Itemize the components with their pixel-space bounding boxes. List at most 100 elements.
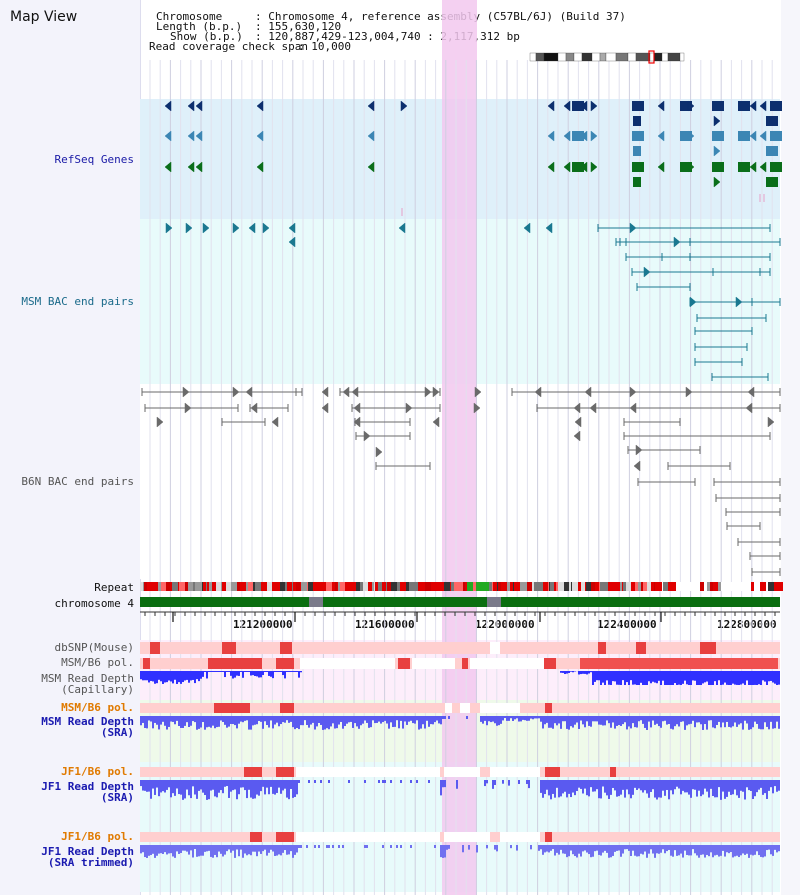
msm-sra-depth-bar xyxy=(756,716,758,724)
jf1-trimmed-depth-bar xyxy=(772,845,774,856)
msm-sra-depth-bar xyxy=(286,716,288,721)
repeat-element xyxy=(540,582,543,591)
jf1-sra-depth-bar xyxy=(158,780,160,797)
jf1-sra-depth-bar xyxy=(384,780,386,783)
msm-sra-depth-bar xyxy=(400,716,402,721)
msm-sra-depth-bar xyxy=(360,716,362,726)
jf1-b6-pol-sra-strip-hotspot xyxy=(276,767,294,777)
msm-sra-depth-bar xyxy=(584,716,586,728)
repeat-element xyxy=(166,582,170,591)
b6n-bac-end-pairs-label[interactable]: B6N BAC end pairs xyxy=(21,475,134,488)
msm-sra-depth-bar xyxy=(376,716,378,723)
msm-read-depth-capillary-label[interactable]: MSM Read Depth (Capillary) xyxy=(41,672,134,696)
jf1-sra-depth-bar xyxy=(298,780,300,783)
jf1-sra-depth-bar xyxy=(696,780,698,797)
repeat-element xyxy=(435,582,440,591)
refseq-gene xyxy=(657,161,665,173)
msm-sra-depth-bar xyxy=(600,716,602,725)
jf1-trimmed-depth-bar xyxy=(646,845,648,858)
jf1-trimmed-depth-bar xyxy=(568,845,570,857)
msm-sra-depth-bar xyxy=(382,716,384,723)
msm-sra-depth-bar xyxy=(406,716,408,725)
jf1-sra-depth-bar xyxy=(540,780,542,793)
msm-b6-pol-cap-strip-hotspot xyxy=(276,658,294,669)
msm-sra-depth-bar xyxy=(422,716,424,725)
msm-capillary-depth-bar xyxy=(740,671,742,685)
jf1-trimmed-depth-bar xyxy=(264,845,266,850)
msm-read-depth-sra-label[interactable]: MSM Read Depth (SRA) xyxy=(41,715,134,739)
refseq-gene xyxy=(749,100,757,112)
msm-sra-depth-bar xyxy=(748,716,750,730)
repeat-element xyxy=(158,582,161,591)
repeat-element xyxy=(729,582,734,591)
jf1-trimmed-depth-bar xyxy=(562,845,564,854)
msm-sra-depth-bar xyxy=(730,716,732,728)
jf1-b6-pol-sra-label[interactable]: JF1/B6 pol. xyxy=(61,765,134,778)
msm-capillary-depth-bar xyxy=(268,671,270,676)
msm-capillary-depth-bar xyxy=(594,671,596,682)
msm-capillary-depth-bar xyxy=(202,671,204,677)
jf1-trimmed-depth-bar xyxy=(616,845,618,851)
ideogram-position-marker xyxy=(648,50,655,64)
repeat-element xyxy=(476,582,478,591)
msm-b6-pol-cap-strip-hotspot xyxy=(398,658,410,669)
jf1-trimmed-depth-bar xyxy=(212,845,214,858)
jf1-trimmed-depth-bar xyxy=(736,845,738,856)
msm-sra-depth-bar xyxy=(368,716,370,728)
jf1-trimmed-depth-bar xyxy=(680,845,682,854)
jf1-sra-depth-bar xyxy=(234,780,236,790)
jf1-trimmed-depth-bar xyxy=(280,845,282,856)
msm-sra-depth-bar xyxy=(346,716,348,724)
msm-capillary-depth-bar xyxy=(250,671,252,676)
msm-capillary-depth-bar xyxy=(650,671,652,684)
jf1-trimmed-depth-bar xyxy=(244,845,246,854)
msm-capillary-depth-bar xyxy=(152,671,154,682)
jf1-trimmed-depth-bar xyxy=(726,845,728,853)
jf1-sra-depth-bar xyxy=(558,780,560,798)
refseq-gene xyxy=(187,130,195,142)
jf1-sra-depth-bar xyxy=(210,780,212,791)
jf1-read-depth-trimmed-label[interactable]: JF1 Read Depth (SRA trimmed) xyxy=(41,845,134,869)
msm-bac-end-pairs-label[interactable]: MSM BAC end pairs xyxy=(21,295,134,308)
ideogram-band xyxy=(573,52,583,62)
refseq-genes-label[interactable]: RefSeq Genes xyxy=(54,153,134,166)
dbsnp-label[interactable]: dbSNP(Mouse) xyxy=(54,641,134,654)
jf1-trimmed-depth-bar xyxy=(762,845,764,858)
msm-sra-depth-bar xyxy=(248,716,250,730)
msm-capillary-depth-bar xyxy=(672,671,674,685)
jf1-trimmed-depth-bar xyxy=(144,845,146,858)
msm-sra-depth-bar xyxy=(492,716,494,722)
msm-sra-depth-bar xyxy=(702,716,704,730)
msm-sra-depth-bar xyxy=(336,716,338,729)
jf1-trimmed-depth-bar xyxy=(366,845,368,848)
jf1-trimmed-depth-bar xyxy=(626,845,628,850)
jf1-sra-depth-bar xyxy=(278,780,280,788)
msm-sra-depth-bar xyxy=(634,716,636,728)
refseq-gene xyxy=(256,100,264,112)
repeat-element xyxy=(418,582,422,591)
b6n-bac-end xyxy=(474,386,482,398)
refseq-gene xyxy=(195,130,203,142)
msm-sra-depth-bar xyxy=(374,716,376,724)
jf1-trimmed-depth-bar xyxy=(578,845,580,854)
msm-b6-pol-capillary-label[interactable]: MSM/B6 pol. xyxy=(61,656,134,669)
jf1-b6-pol-trimmed-label[interactable]: JF1/B6 pol. xyxy=(61,830,134,843)
repeat-element xyxy=(754,582,755,591)
msm-sra-depth-bar xyxy=(308,716,310,728)
jf1-read-depth-sra-label[interactable]: JF1 Read Depth (SRA) xyxy=(41,780,134,804)
jf1-sra-depth-bar xyxy=(610,780,612,795)
jf1-trimmed-depth-bar xyxy=(656,845,658,854)
jf1-trimmed-depth-bar xyxy=(706,845,708,855)
msm-sra-depth-bar xyxy=(284,716,286,723)
msm-capillary-depth-bar xyxy=(228,671,230,672)
jf1-trimmed-depth-bar xyxy=(382,845,384,848)
msm-b6-pol-sra-label[interactable]: MSM/B6 pol. xyxy=(61,701,134,714)
chromosome-key: Chromosome xyxy=(156,10,223,23)
msm-bac-end xyxy=(288,236,296,248)
repeat-element xyxy=(578,582,581,591)
repeat-element xyxy=(148,582,152,591)
b6n-bac-end xyxy=(685,386,693,398)
msm-sra-depth-bar xyxy=(432,716,434,725)
jf1-sra-depth-bar xyxy=(748,780,750,791)
